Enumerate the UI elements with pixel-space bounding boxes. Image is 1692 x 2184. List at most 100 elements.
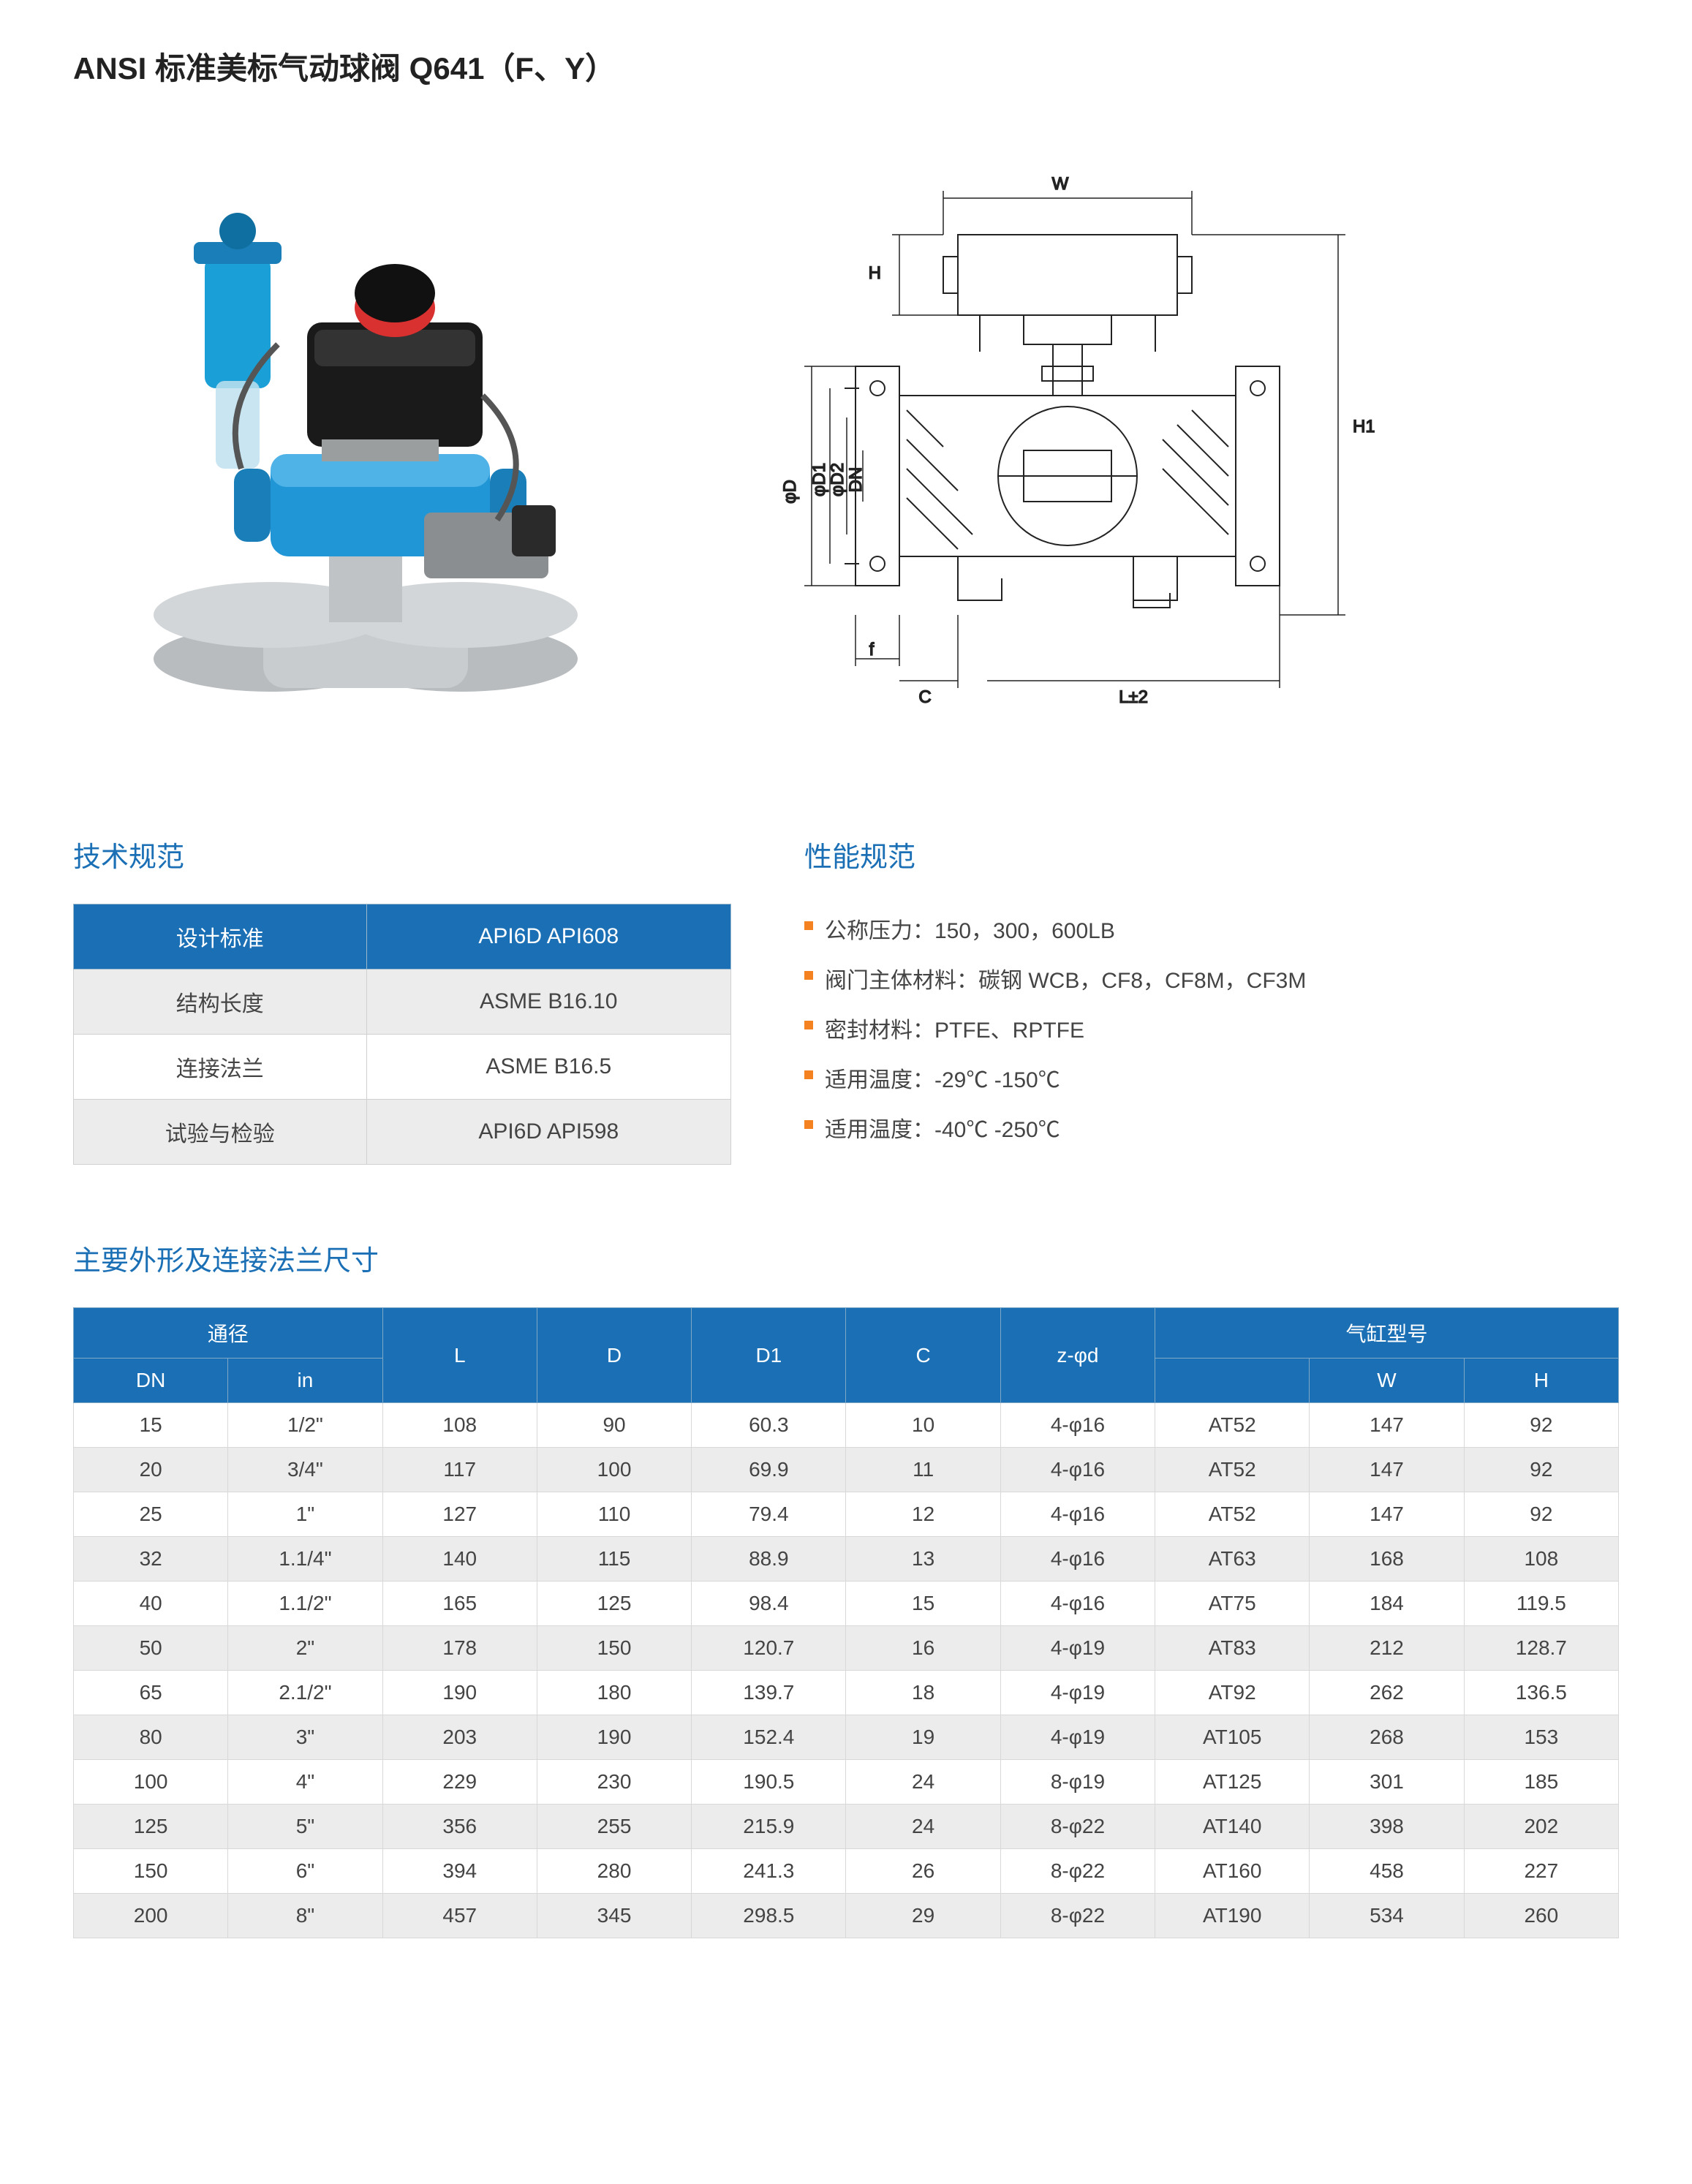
dim-cell: 2.1/2" — [228, 1671, 382, 1715]
dim-cell: 60.3 — [692, 1403, 846, 1448]
dim-cell: 13 — [846, 1537, 1000, 1582]
dim-cell: 356 — [382, 1805, 537, 1849]
tech-header-1: API6D API608 — [366, 904, 730, 970]
dim-row: 401.1/2"16512598.4154-φ16AT75184119.5 — [74, 1582, 1619, 1626]
dim-cell: AT63 — [1155, 1537, 1310, 1582]
dim-cell: 298.5 — [692, 1894, 846, 1938]
dim-cell: 165 — [382, 1582, 537, 1626]
dim-cell: 19 — [846, 1715, 1000, 1760]
dim-row: 652.1/2"190180139.7184-φ19AT92262136.5 — [74, 1671, 1619, 1715]
dim-section-title: 主要外形及连接法兰尺寸 — [73, 1238, 1619, 1278]
dim-cell: 100 — [74, 1760, 228, 1805]
dim-cell: AT105 — [1155, 1715, 1310, 1760]
dim-cell: 458 — [1310, 1849, 1464, 1894]
dim-cell: 1.1/2" — [228, 1582, 382, 1626]
dim-cell: 127 — [382, 1492, 537, 1537]
dim-cell: 153 — [1464, 1715, 1618, 1760]
dim-cell: 301 — [1310, 1760, 1464, 1805]
perf-item: 阀门主体材料：碳钢 WCB，CF8，CF8M，CF3M — [804, 953, 1619, 1003]
dim-cell: 1" — [228, 1492, 382, 1537]
dim-cell: 260 — [1464, 1894, 1618, 1938]
dim-cell: 5" — [228, 1805, 382, 1849]
dim-cell: 15 — [846, 1582, 1000, 1626]
dim-cell: 534 — [1310, 1894, 1464, 1938]
dim-cell: 90 — [537, 1403, 691, 1448]
dim-cell: 8-φ22 — [1000, 1849, 1155, 1894]
specs-row: 技术规范 设计标准 API6D API608 结构长度 ASME B16.10 … — [73, 834, 1619, 1165]
dim-cell: 18 — [846, 1671, 1000, 1715]
perf-item: 适用温度：-29℃ -150℃ — [804, 1053, 1619, 1103]
perf-item: 公称压力：150，300，600LB — [804, 904, 1619, 953]
tech-row: 结构长度 ASME B16.10 — [74, 970, 731, 1035]
dim-cell: 150 — [74, 1849, 228, 1894]
dim-cell: 4-φ19 — [1000, 1626, 1155, 1671]
dim-c: C — [918, 687, 931, 707]
tech-spec-block: 技术规范 设计标准 API6D API608 结构长度 ASME B16.10 … — [73, 834, 731, 1165]
dim-cell: 125 — [537, 1582, 691, 1626]
dim-cell: 117 — [382, 1448, 537, 1492]
dim-cell: 120.7 — [692, 1626, 846, 1671]
dim-cell: 8-φ22 — [1000, 1805, 1155, 1849]
product-photo — [73, 147, 629, 747]
perf-spec-block: 性能规范 公称压力：150，300，600LB 阀门主体材料：碳钢 WCB，CF… — [804, 834, 1619, 1152]
dim-cell: 92 — [1464, 1492, 1618, 1537]
dim-row: 203/4"11710069.9114-φ16AT5214792 — [74, 1448, 1619, 1492]
dim-cell: 398 — [1310, 1805, 1464, 1849]
dim-cell: 15 — [74, 1403, 228, 1448]
dim-h: H — [869, 263, 881, 283]
dim-cell: 20 — [74, 1448, 228, 1492]
dim-cell: 4" — [228, 1760, 382, 1805]
dim-cell: AT92 — [1155, 1671, 1310, 1715]
tech-cell: 连接法兰 — [74, 1035, 367, 1100]
dim-cell: 8-φ19 — [1000, 1760, 1155, 1805]
dim-cell: AT83 — [1155, 1626, 1310, 1671]
tech-cell: ASME B16.10 — [366, 970, 730, 1035]
dim-cell: 178 — [382, 1626, 537, 1671]
dim-cell: 69.9 — [692, 1448, 846, 1492]
dim-cell: 190 — [537, 1715, 691, 1760]
tech-row: 试验与检验 API6D API598 — [74, 1100, 731, 1165]
perf-list: 公称压力：150，300，600LB 阀门主体材料：碳钢 WCB，CF8，CF8… — [804, 904, 1619, 1152]
dim-cell: 29 — [846, 1894, 1000, 1938]
dim-cell: 4-φ16 — [1000, 1448, 1155, 1492]
dim-h1: H1 — [1353, 417, 1375, 437]
dim-block: 主要外形及连接法兰尺寸 通径 L D D1 C z-φd 气缸型号 DN in … — [73, 1238, 1619, 1938]
dim-cell: 4-φ16 — [1000, 1403, 1155, 1448]
dim-hdr-blank — [1155, 1359, 1310, 1403]
dim-cell: 32 — [74, 1537, 228, 1582]
dim-cell: 139.7 — [692, 1671, 846, 1715]
dim-hdr-group-cyl: 气缸型号 — [1155, 1308, 1619, 1359]
dim-cell: 50 — [74, 1626, 228, 1671]
dim-cell: 4-φ16 — [1000, 1582, 1155, 1626]
dim-phid2: φD2 — [828, 463, 847, 496]
dim-cell: 88.9 — [692, 1537, 846, 1582]
dim-cell: 241.3 — [692, 1849, 846, 1894]
dim-cell: 26 — [846, 1849, 1000, 1894]
perf-section-title: 性能规范 — [804, 834, 1619, 874]
dim-cell: 3" — [228, 1715, 382, 1760]
dim-cell: 119.5 — [1464, 1582, 1618, 1626]
dim-cell: 152.4 — [692, 1715, 846, 1760]
dim-cell: 110 — [537, 1492, 691, 1537]
dim-cell: 1/2" — [228, 1403, 382, 1448]
dim-cell: 3/4" — [228, 1448, 382, 1492]
dim-cell: 65 — [74, 1671, 228, 1715]
dim-hdr-c: C — [846, 1308, 1000, 1403]
dim-cell: AT52 — [1155, 1403, 1310, 1448]
dim-hdr-in: in — [228, 1359, 382, 1403]
dim-cell: 262 — [1310, 1671, 1464, 1715]
dim-cell: 92 — [1464, 1403, 1618, 1448]
dim-cell: 125 — [74, 1805, 228, 1849]
dim-cell: AT190 — [1155, 1894, 1310, 1938]
dim-cell: 79.4 — [692, 1492, 846, 1537]
dim-cell: 227 — [1464, 1849, 1618, 1894]
dim-cell: AT160 — [1155, 1849, 1310, 1894]
dim-cell: 1.1/4" — [228, 1537, 382, 1582]
dim-row: 1255"356255215.9248-φ22AT140398202 — [74, 1805, 1619, 1849]
dim-cell: 108 — [1464, 1537, 1618, 1582]
dim-cell: 80 — [74, 1715, 228, 1760]
product-svg — [73, 147, 629, 747]
dim-cell: 140 — [382, 1537, 537, 1582]
dim-cell: 190.5 — [692, 1760, 846, 1805]
dim-hdr-zphid: z-φd — [1000, 1308, 1155, 1403]
